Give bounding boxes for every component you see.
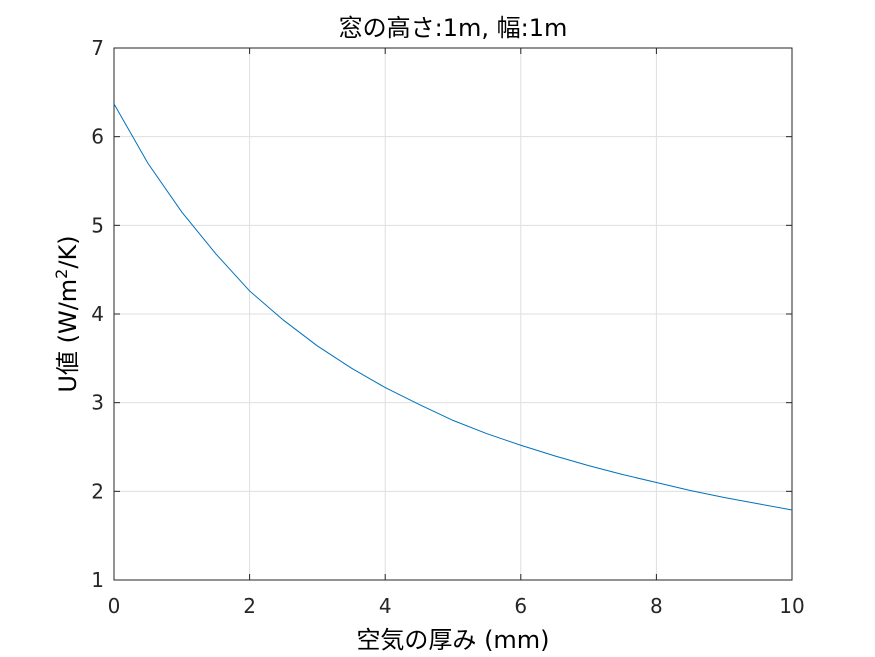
y-axis-title: U値 (W/m2/K): [52, 235, 82, 392]
y-tick-label: 6: [91, 125, 104, 149]
x-axis-title: 空気の厚み (mm): [356, 626, 549, 654]
ticks: [113, 47, 793, 581]
x-tick-labels: 0 2 4 6 8 10: [108, 594, 805, 618]
y-tick-label: 3: [91, 391, 104, 415]
y-axis-title-superscript: 2: [52, 269, 71, 279]
y-tick-labels: 1 2 3 4 5 6 7: [91, 36, 104, 592]
x-tick-label: 2: [243, 594, 256, 618]
grid: [113, 47, 793, 581]
y-tick-label: 5: [91, 213, 104, 237]
y-axis-title-main: U値 (W/m: [54, 279, 82, 393]
chart-title: 窓の高さ:1m, 幅:1m: [339, 14, 568, 42]
y-axis-title-tail: /K): [54, 235, 82, 268]
y-tick-label: 7: [91, 36, 104, 60]
x-tick-label: 4: [379, 594, 392, 618]
y-tick-label: 2: [91, 479, 104, 503]
y-tick-label: 1: [91, 568, 104, 592]
x-tick-label: 8: [650, 594, 663, 618]
y-tick-label: 4: [91, 302, 104, 326]
x-tick-label: 6: [514, 594, 527, 618]
x-tick-label: 0: [108, 594, 121, 618]
x-tick-label: 10: [779, 594, 804, 618]
series-line: [113, 103, 793, 511]
